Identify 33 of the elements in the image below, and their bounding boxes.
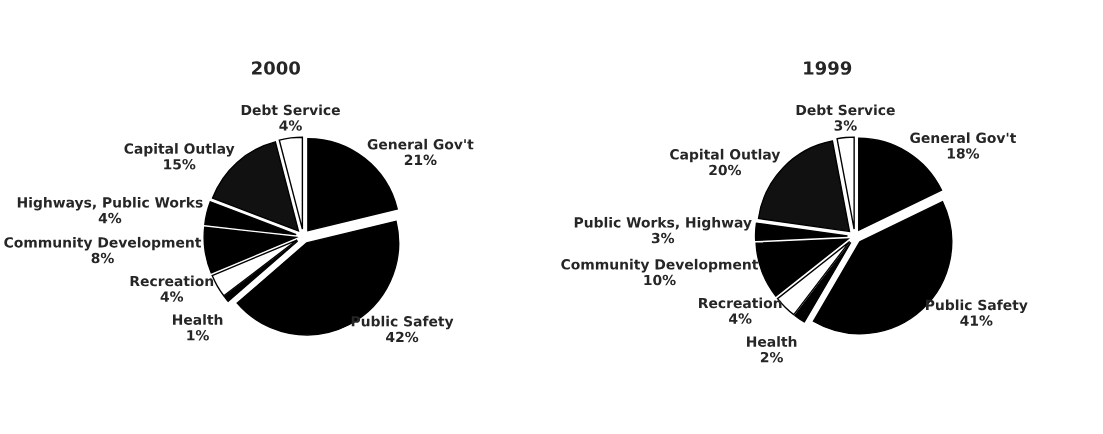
data-label: 3% [834,120,857,131]
slice-label: Health [173,314,223,325]
slice-label: Recreation [699,297,782,309]
data-label: 4% [160,291,184,302]
data-label: 1% [187,329,209,341]
data-label: 4% [729,313,752,324]
slice-label: General Gov't [910,132,1017,144]
chart-title: 1999 [804,61,852,75]
data-label: 20% [709,164,742,176]
slice-label: Capital Outlay [124,143,235,157]
slice-label: Capital Outlay [670,148,781,163]
slice-label: Debt Service [241,104,340,116]
data-label: 15% [164,158,196,170]
data-label: 4% [98,212,122,224]
slice-label: General Gov't [367,138,474,150]
data-label: 41% [960,315,993,326]
slice-label: Highways, Public Works [17,196,203,211]
slice-label: Community Development [561,258,759,273]
slice-label: Public Safety [926,299,1028,313]
data-label: 21% [404,154,437,166]
chart-title: 2000 [252,61,301,75]
data-label: 10% [644,274,676,286]
data-label: 3% [651,232,675,244]
slice-label: Public Works, Highway [574,216,752,231]
data-label: 42% [386,331,419,343]
data-label: 2% [760,351,783,363]
slice-label: Debt Service [796,104,895,116]
data-label: 4% [279,120,302,131]
data-label: 18% [947,148,980,159]
slice-label: Health [747,336,797,347]
data-label: 8% [91,252,114,264]
slice-label: Community Development [4,236,202,251]
slice-label: Recreation [130,275,214,287]
